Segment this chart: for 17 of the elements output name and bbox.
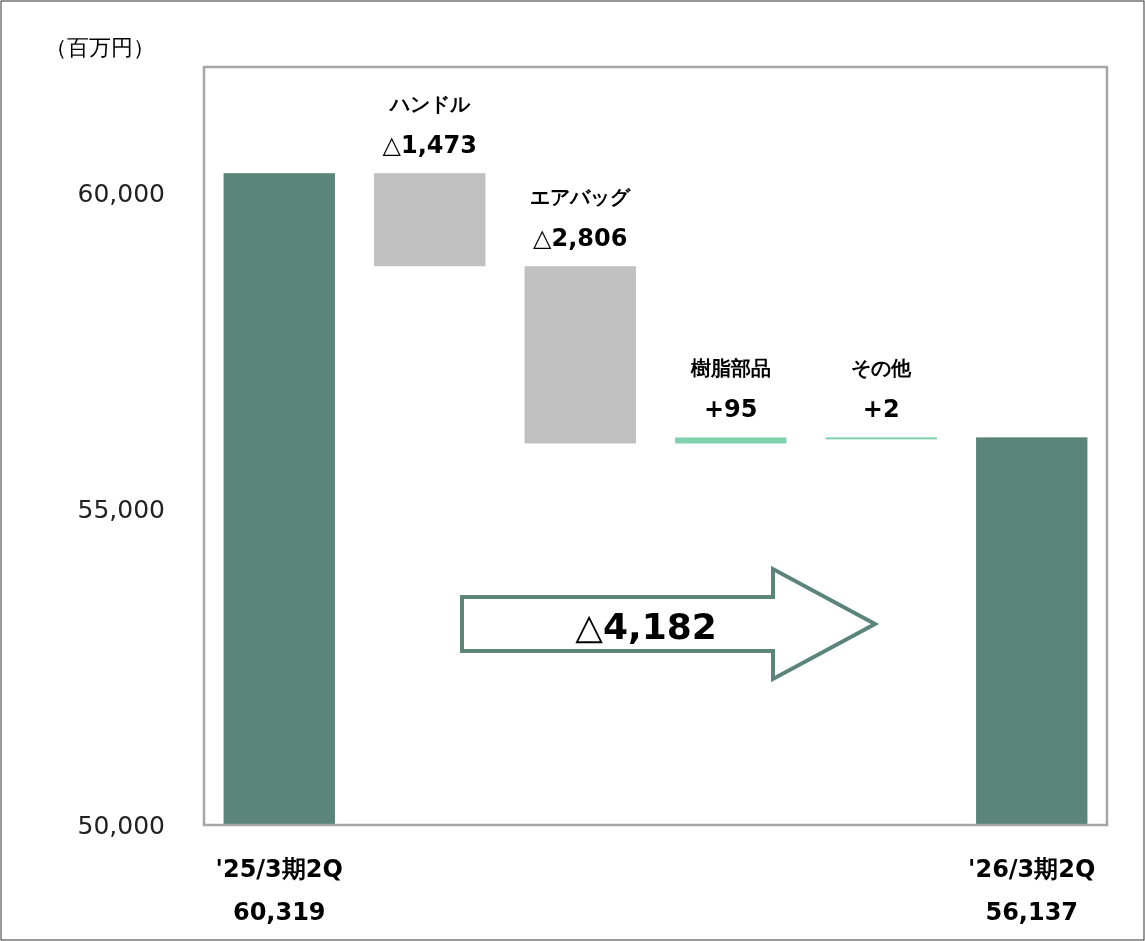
x-tick-label: エアバッグ bbox=[530, 185, 632, 210]
annotation: △4,182 bbox=[575, 606, 717, 647]
y-tick-label: 60,000 bbox=[77, 179, 165, 209]
y-axis-title: （百万円） bbox=[45, 35, 155, 60]
x-tick-label: その他 bbox=[851, 356, 913, 381]
y-tick-label: 50,000 bbox=[77, 811, 165, 840]
data-label: +95 bbox=[703, 395, 758, 424]
data-label: 60,319 bbox=[232, 898, 326, 926]
data-label: △1,473 bbox=[382, 131, 477, 160]
data-label: 56,137 bbox=[985, 898, 1079, 926]
x-tick-label: '26/3期2Q bbox=[968, 855, 1096, 883]
y-tick-label: 55,000 bbox=[77, 495, 165, 525]
data-label: +2 bbox=[862, 395, 900, 424]
x-tick-label: 樹脂部品 bbox=[689, 356, 771, 381]
data-label: △2,806 bbox=[533, 224, 628, 253]
x-tick-label: '25/3期2Q bbox=[215, 855, 343, 883]
x-tick-label: ハンドル bbox=[387, 92, 471, 117]
